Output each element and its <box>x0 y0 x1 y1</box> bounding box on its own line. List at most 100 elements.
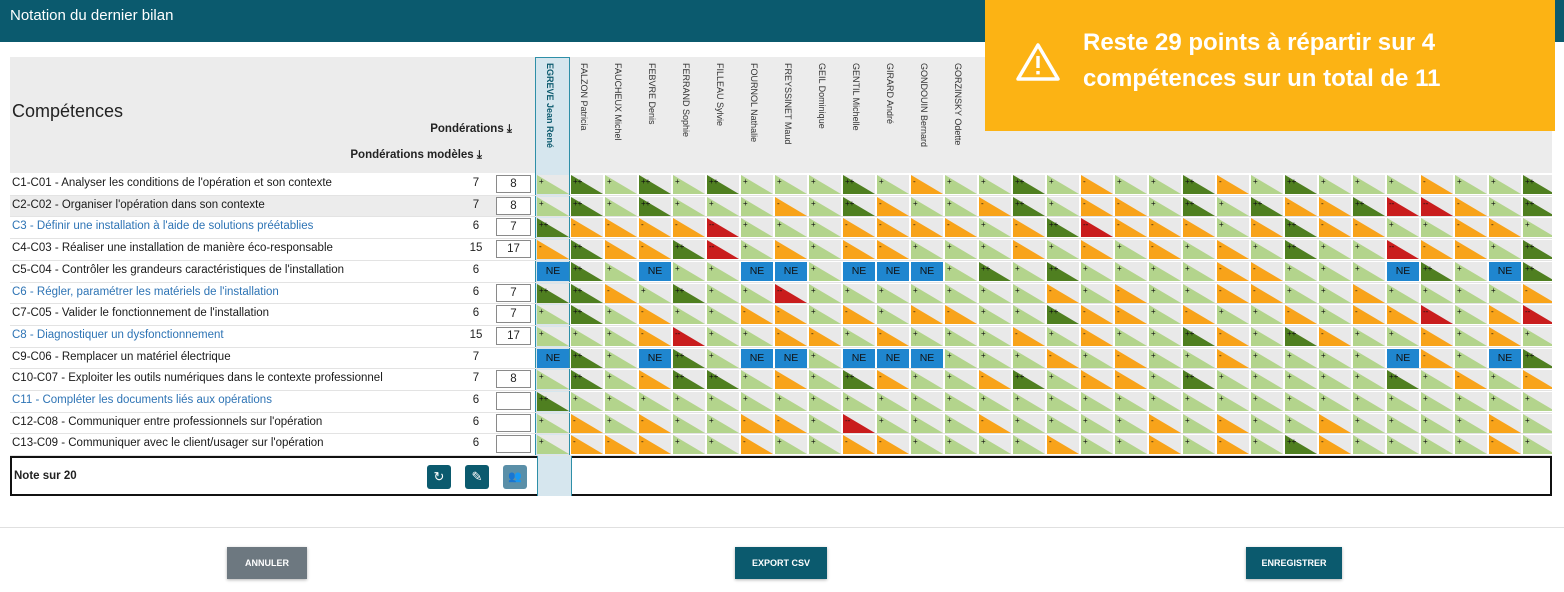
grade-cell[interactable]: + <box>1319 261 1351 281</box>
grade-cell[interactable]: + <box>945 240 977 260</box>
grade-cell[interactable]: + <box>1285 348 1317 368</box>
weight-input[interactable] <box>496 435 531 454</box>
grade-cell[interactable]: + <box>1251 392 1283 411</box>
grade-cell[interactable]: + <box>1251 413 1283 433</box>
grade-cell[interactable]: + <box>605 348 637 368</box>
grade-cell[interactable]: + <box>1217 392 1249 411</box>
grade-cell[interactable]: - <box>537 240 569 260</box>
grade-cell[interactable]: - <box>1251 283 1283 303</box>
grade-cell[interactable]: NE <box>911 261 943 281</box>
grade-cell[interactable]: + <box>1183 261 1215 281</box>
grade-cell[interactable]: -- <box>775 283 807 303</box>
grade-cell[interactable]: + <box>639 392 671 411</box>
grade-cell[interactable]: -- <box>843 413 875 433</box>
grade-cell[interactable]: - <box>1013 218 1045 238</box>
grade-cell[interactable]: - <box>1047 435 1079 455</box>
grade-cell[interactable]: + <box>1319 348 1351 368</box>
grade-cell[interactable]: - <box>1421 348 1453 368</box>
grade-cell[interactable]: NE <box>775 348 807 368</box>
grade-cell[interactable]: + <box>1319 392 1351 411</box>
grade-cell[interactable]: + <box>1455 348 1487 368</box>
grade-cell[interactable]: + <box>1115 175 1147 194</box>
grade-cell[interactable]: + <box>1251 326 1283 346</box>
grade-cell[interactable]: ++ <box>571 348 603 368</box>
grade-cell[interactable]: + <box>979 392 1011 411</box>
grade-cell[interactable]: + <box>911 240 943 260</box>
grade-cell[interactable]: + <box>1081 435 1113 455</box>
grade-cell[interactable]: + <box>1081 413 1113 433</box>
grade-cell[interactable]: + <box>741 218 773 238</box>
grade-cell[interactable]: + <box>809 218 841 238</box>
competence-label[interactable]: C8 - Diagnostiquer un dysfonctionnement <box>12 328 224 341</box>
grade-cell[interactable]: + <box>537 370 569 390</box>
grade-cell[interactable]: + <box>1081 348 1113 368</box>
grade-cell[interactable]: - <box>877 435 909 455</box>
grade-cell[interactable]: ++ <box>571 175 603 194</box>
grade-cell[interactable]: - <box>1115 370 1147 390</box>
grade-cell[interactable]: ++ <box>707 175 739 194</box>
grade-cell[interactable]: + <box>1183 283 1215 303</box>
grade-cell[interactable]: + <box>979 240 1011 260</box>
grade-cell[interactable]: + <box>775 435 807 455</box>
grade-cell[interactable]: NE <box>741 348 773 368</box>
grade-cell[interactable]: ++ <box>1387 370 1419 390</box>
grade-cell[interactable]: - <box>741 305 773 325</box>
grade-cell[interactable]: ++ <box>1523 175 1552 194</box>
grade-cell[interactable]: + <box>775 175 807 194</box>
grade-cell[interactable]: NE <box>1489 348 1521 368</box>
grade-cell[interactable]: + <box>1081 261 1113 281</box>
grade-cell[interactable]: + <box>1285 370 1317 390</box>
grade-cell[interactable]: - <box>1081 370 1113 390</box>
grade-cell[interactable]: - <box>1387 305 1419 325</box>
grade-cell[interactable]: ++ <box>979 261 1011 281</box>
grade-cell[interactable]: + <box>537 435 569 455</box>
competence-label[interactable]: C6 - Régler, paramétrer les matériels de… <box>12 285 279 298</box>
grade-cell[interactable]: + <box>1081 392 1113 411</box>
grade-cell[interactable]: + <box>537 305 569 325</box>
grade-cell[interactable]: - <box>1217 175 1249 194</box>
grade-cell[interactable]: + <box>1353 392 1385 411</box>
grade-cell[interactable]: - <box>843 218 875 238</box>
grade-cell[interactable]: NE <box>877 261 909 281</box>
grade-cell[interactable]: ++ <box>673 240 705 260</box>
grade-cell[interactable]: - <box>639 240 671 260</box>
grade-cell[interactable]: - <box>1183 218 1215 238</box>
grade-cell[interactable]: - <box>1013 240 1045 260</box>
grade-cell[interactable]: NE <box>911 348 943 368</box>
grade-cell[interactable]: - <box>1217 261 1249 281</box>
grade-cell[interactable]: -- <box>1523 305 1552 325</box>
grade-cell[interactable]: + <box>1047 196 1079 216</box>
grade-cell[interactable]: + <box>639 283 671 303</box>
grade-cell[interactable]: - <box>1319 218 1351 238</box>
grade-cell[interactable]: - <box>741 435 773 455</box>
export-csv-button[interactable]: EXPORT CSV <box>735 547 827 579</box>
ponderations-modeles-sort[interactable]: Pondérations modèles ⤓ <box>350 149 482 161</box>
grade-cell[interactable]: ++ <box>1523 240 1552 260</box>
grade-cell[interactable]: - <box>1217 240 1249 260</box>
grade-cell[interactable]: - <box>1217 348 1249 368</box>
grade-cell[interactable]: + <box>673 175 705 194</box>
grade-cell[interactable]: - <box>673 218 705 238</box>
grade-cell[interactable]: + <box>707 435 739 455</box>
grade-cell[interactable]: - <box>775 240 807 260</box>
grade-cell[interactable]: + <box>979 175 1011 194</box>
weight-input[interactable]: 8 <box>496 175 531 193</box>
grade-cell[interactable]: ++ <box>571 283 603 303</box>
grade-cell[interactable]: + <box>1251 348 1283 368</box>
grade-cell[interactable]: NE <box>1387 348 1419 368</box>
grade-cell[interactable]: - <box>877 326 909 346</box>
grade-cell[interactable]: NE <box>537 261 569 281</box>
grade-cell[interactable]: ++ <box>571 261 603 281</box>
grade-cell[interactable]: - <box>1013 326 1045 346</box>
grade-cell[interactable]: + <box>775 392 807 411</box>
grade-cell[interactable]: + <box>1489 240 1521 260</box>
grade-cell[interactable]: ++ <box>537 392 569 411</box>
grade-cell[interactable]: - <box>605 435 637 455</box>
grade-cell[interactable]: ++ <box>673 283 705 303</box>
grade-cell[interactable]: ++ <box>1013 175 1045 194</box>
grade-cell[interactable]: - <box>1081 305 1113 325</box>
grade-cell[interactable]: + <box>979 218 1011 238</box>
grade-cell[interactable]: + <box>1115 435 1147 455</box>
grade-cell[interactable]: - <box>843 305 875 325</box>
grade-cell[interactable]: + <box>979 348 1011 368</box>
